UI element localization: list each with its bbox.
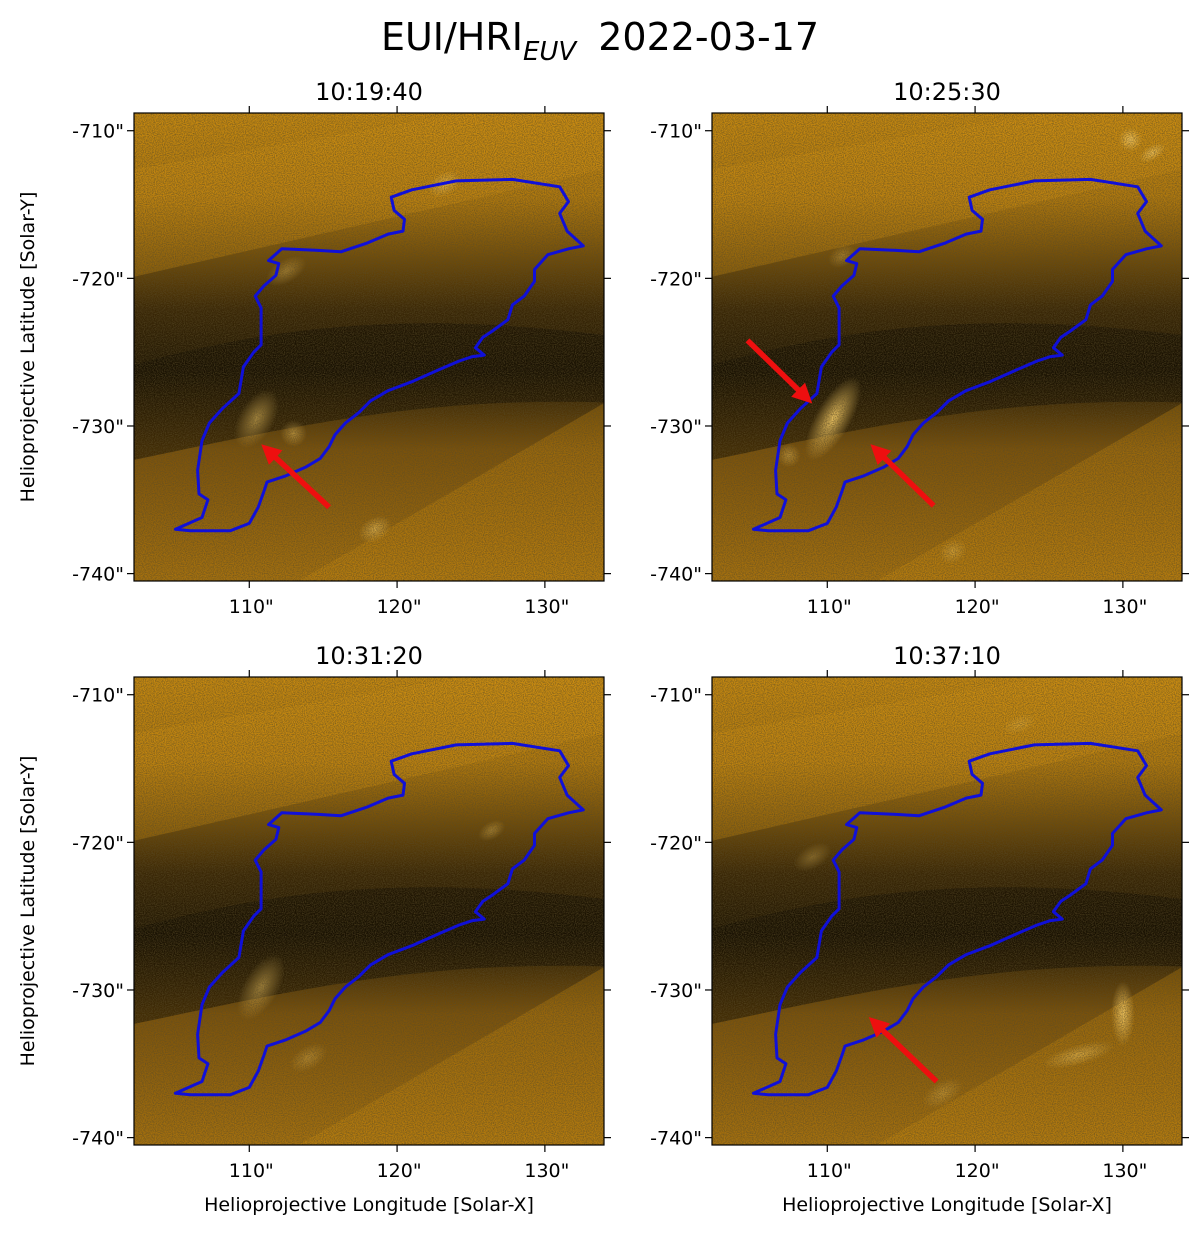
x-tick-label: 120" [955,596,1000,618]
y-tick-label: -720" [72,832,124,854]
y-axis-label: Helioprojective Latitude [Solar-Y] [17,756,39,1067]
panel-2: 110" 120" 130" -710" -720" -730" -740" 10:25:30 [650,78,1189,618]
x-tick-label: 110" [807,596,852,618]
y-axis-label: Helioprojective Latitude [Solar-Y] [17,192,39,503]
panel-4: 110" 120" 130" -710" -720" -730" -740" 10:37:10… [650,642,1189,1216]
y-tick-label: -720" [650,832,702,854]
x-tick-label: 110" [229,596,274,618]
coronal-hole-contour [751,177,1163,533]
y-tick-label: -730" [650,416,702,438]
axes-frame [133,676,605,1146]
panel-1: 110" 120" 130" -710" -720" -730" -740" 10:19:40… [17,78,611,618]
panel-time: 10:25:30 [893,78,1001,106]
y-tick-label: -730" [72,980,124,1002]
panel-time: 10:37:10 [893,642,1001,670]
euv-image [134,677,604,1145]
red-arrow [870,444,936,508]
euv-image [712,113,1182,581]
figure-title: EUI/HRIEUV 2022-03-17 [381,15,819,67]
y-tick-label: -740" [72,564,124,586]
x-tick-label: 120" [955,1160,1000,1182]
x-tick-label: 120" [377,596,422,618]
coronal-hole-contour [173,177,585,533]
red-arrow [868,1017,939,1084]
red-arrow [745,338,813,404]
panel-time: 10:31:20 [315,642,423,670]
y-tick-label: -720" [650,268,702,290]
axes-frame [711,112,1183,582]
y-tick-label: -710" [72,685,124,707]
euv-image [134,113,604,581]
x-tick-label: 130" [524,596,569,618]
y-tick-label: -740" [650,1128,702,1150]
title-channel: EUV [523,37,578,67]
y-tick-label: -720" [72,268,124,290]
y-tick-label: -730" [72,416,124,438]
panel-time: 10:19:40 [315,78,423,106]
x-tick-label: 130" [1102,596,1147,618]
axes-frame [711,676,1183,1146]
x-tick-label: 130" [524,1160,569,1182]
x-tick-label: 130" [1102,1160,1147,1182]
euv-image [712,677,1182,1145]
axes-frame [133,112,605,582]
coronal-hole-contour [173,741,585,1097]
y-tick-label: -730" [650,980,702,1002]
x-tick-label: 110" [229,1160,274,1182]
x-axis-label: Helioprojective Longitude [Solar-X] [204,1194,534,1216]
x-tick-label: 110" [807,1160,852,1182]
x-axis-label: Helioprojective Longitude [Solar-X] [782,1194,1112,1216]
title-instrument: EUI/HRI [381,15,523,59]
x-tick-label: 120" [377,1160,422,1182]
y-tick-label: -710" [650,121,702,143]
y-tick-label: -710" [650,685,702,707]
title-date: 2022-03-17 [598,15,819,59]
y-tick-label: -710" [72,121,124,143]
red-arrow [261,444,331,510]
y-tick-label: -740" [72,1128,124,1150]
y-tick-label: -740" [650,564,702,586]
coronal-hole-contour [751,741,1163,1097]
panel-3: 110" 120" 130" -710" -720" -730" -740" 10:31:20… [17,642,611,1216]
